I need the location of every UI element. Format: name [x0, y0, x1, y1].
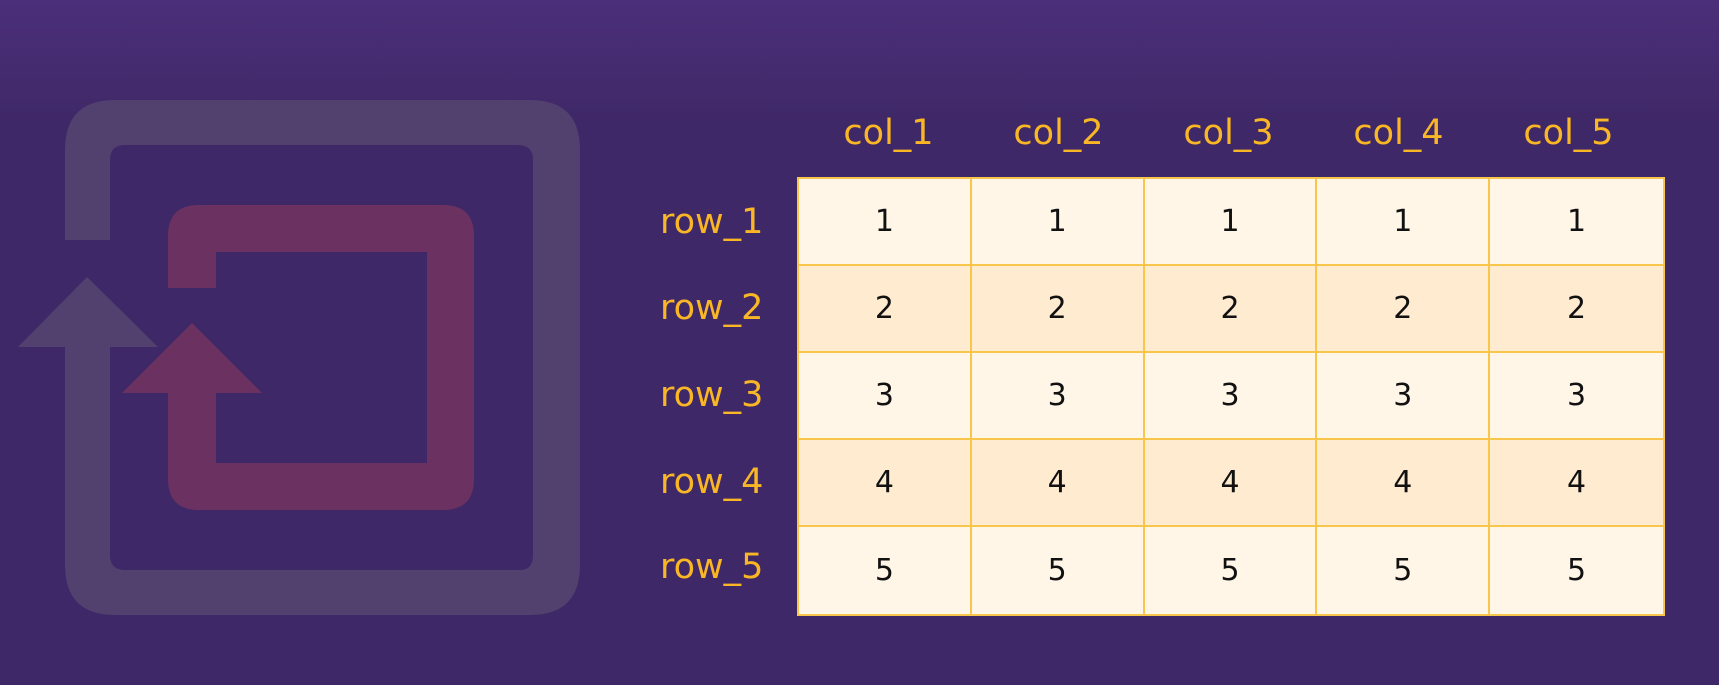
table-cell: 3	[1317, 353, 1491, 440]
data-table: 1 1 1 1 1 2 2 2 2 2 3 3 3 3 3 4 4 4 4 4 …	[797, 177, 1665, 616]
column-header-col-1: col_1	[843, 113, 934, 153]
table-cell: 2	[799, 266, 972, 353]
column-header-col-2: col_2	[1013, 113, 1104, 153]
table-cell: 4	[1144, 440, 1318, 527]
table-cell: 1	[799, 179, 972, 266]
table-cell: 5	[1317, 527, 1491, 614]
table-cell: 5	[1490, 527, 1663, 614]
row-label-row-3: row_3	[660, 375, 764, 415]
table-cell: 3	[971, 353, 1145, 440]
table-cell: 4	[1490, 440, 1663, 527]
table-cell: 4	[799, 440, 972, 527]
table-cell: 4	[971, 440, 1145, 527]
repeat-arrow-icon	[18, 100, 580, 615]
row-label-row-1: row_1	[660, 202, 764, 242]
table-cell: 3	[799, 353, 972, 440]
table-cell: 1	[971, 179, 1145, 266]
table-cell: 2	[971, 266, 1145, 353]
table-cell: 5	[799, 527, 972, 614]
table-cell: 1	[1490, 179, 1663, 266]
table-cell: 2	[1490, 266, 1663, 353]
column-header-col-5: col_5	[1523, 113, 1614, 153]
column-header-col-4: col_4	[1353, 113, 1444, 153]
table-cell: 1	[1317, 179, 1491, 266]
inner-repeat-icon	[122, 205, 474, 510]
row-label-row-4: row_4	[660, 462, 764, 502]
outer-repeat-icon	[18, 100, 580, 615]
row-label-row-5: row_5	[660, 547, 764, 587]
column-header-col-3: col_3	[1183, 113, 1274, 153]
table-cell: 5	[1144, 527, 1318, 614]
table-cell: 1	[1144, 179, 1318, 266]
table-cell: 2	[1144, 266, 1318, 353]
table-cell: 3	[1144, 353, 1318, 440]
row-label-row-2: row_2	[660, 288, 764, 328]
table-cell: 3	[1490, 353, 1663, 440]
table-cell: 2	[1317, 266, 1491, 353]
table-cell: 5	[971, 527, 1145, 614]
table-cell: 4	[1317, 440, 1491, 527]
